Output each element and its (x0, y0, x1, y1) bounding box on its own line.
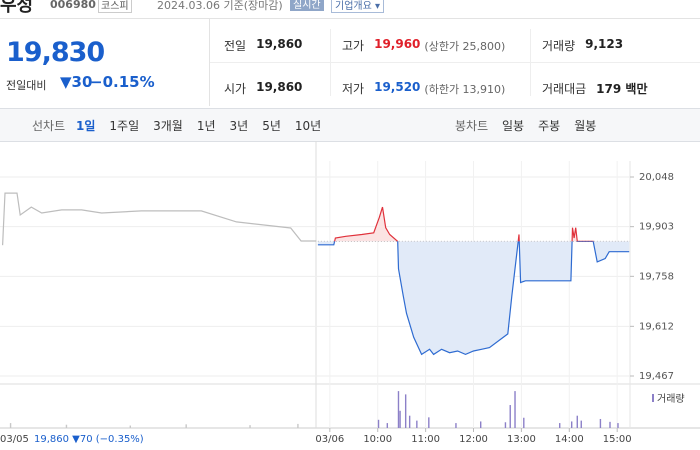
base-date: 2024.03.06 기준(장마감) (157, 0, 283, 12)
volume-bar (397, 391, 400, 428)
x-tick-label: 13:00 (507, 434, 536, 445)
quote-label: 시가 (224, 82, 247, 96)
quote-value: 19,960 (374, 37, 421, 51)
period-button[interactable]: 3개월 (153, 119, 183, 133)
candle-period-button[interactable]: 일봉 (502, 119, 525, 133)
volume-legend-swatch (652, 394, 654, 402)
y-tick-label: 19,612 (639, 321, 674, 332)
candle-period-button[interactable]: 주봉 (538, 119, 561, 133)
volume-bar (399, 410, 401, 428)
previous-day-line (2, 192, 317, 246)
period-button[interactable]: 1일 (76, 119, 96, 133)
volume-bar (404, 394, 407, 428)
stock-code: 006980 (50, 0, 96, 11)
y-tick-label: 19,903 (639, 222, 674, 233)
x-tick-label: 11:00 (411, 434, 440, 445)
volume-bar (129, 425, 132, 428)
y-tick-label: 20,048 (639, 172, 674, 183)
company-info-button[interactable]: 기업개요 ▾ (331, 0, 384, 13)
col-divider (330, 29, 331, 96)
quote-label: 저가 (342, 82, 365, 96)
volume-bar (386, 423, 389, 428)
volume-bar (559, 423, 561, 428)
volume-bar (617, 423, 619, 428)
volume-bar (9, 423, 12, 428)
volume-bar (576, 415, 578, 428)
quote-label: 전일 (224, 39, 247, 53)
line-above (333, 206, 594, 242)
readout-text: 19,860 ▼70 (−0.35%) (34, 434, 144, 445)
quote-label: 거래대금 (542, 82, 587, 96)
x-tick-label: 15:00 (603, 434, 632, 445)
col-divider (530, 29, 531, 96)
volume-bar (523, 417, 525, 428)
market-badge: 코스피 (98, 0, 132, 13)
volume-bar (479, 421, 482, 428)
change-rate: −0.15% (90, 73, 155, 91)
period-button[interactable]: 5년 (262, 119, 281, 133)
price-change: ▼30 (60, 73, 93, 91)
quote-value: 9,123 (585, 37, 624, 51)
x-tick-label: 14:00 (555, 434, 584, 445)
period-button[interactable]: 1년 (196, 119, 216, 133)
chart: 20,048 19,903 19,758 19,612 19,467 03/06 10:00… (0, 141, 700, 445)
candle-period-button[interactable]: 월봉 (574, 119, 597, 133)
y-tick-label: 19,467 (639, 371, 674, 382)
volume-bar (455, 423, 457, 428)
volume-bar (570, 421, 573, 428)
current-price: 19,830 (6, 37, 105, 68)
x-tick-label: 03/06 (315, 434, 344, 445)
volume-bar (428, 417, 430, 428)
stock-header: 우성 006980 코스피 2024.03.06 기준(장마감) 실시간 기업개… (0, 0, 700, 19)
quote-label: 거래량 (542, 39, 576, 53)
quote-value: 19,860 (256, 37, 303, 51)
period-button[interactable]: 1주일 (109, 119, 140, 133)
volume-legend: 거래량 (657, 393, 685, 405)
volume-bar (599, 418, 602, 428)
line-below (317, 241, 630, 356)
volume-bar (509, 405, 511, 428)
volume-bar (377, 419, 380, 428)
quote-value: 19,520 (374, 80, 421, 94)
candle-chart-label: 봉차트 (455, 119, 489, 133)
volume-bar (514, 391, 516, 428)
volume-bar (504, 422, 507, 428)
volume-bar (185, 424, 187, 428)
quote-table: 전일 19,860 고가 19,960 (상한가 25,800) 거래량 9,123 시가 19… (210, 19, 700, 106)
volume-bar (580, 420, 582, 428)
x-tick-label: 12:00 (459, 434, 488, 445)
area-below (317, 241, 630, 355)
price-box: 19,830 전일대비 ▼30 −0.15% (0, 19, 210, 106)
volume-bar (609, 421, 611, 428)
stock-name: 우성 (0, 0, 34, 16)
volume-bar (408, 415, 411, 428)
volume-bar (297, 423, 299, 428)
x-tick-label: 10:00 (363, 434, 392, 445)
volume-bar (249, 425, 251, 428)
volume-bar (416, 420, 418, 428)
y-tick-label: 19,758 (639, 271, 674, 282)
area-above (317, 207, 630, 242)
volume-bar (65, 424, 68, 428)
toolbar: 선차트 1일 1주일 3개월 1년 3년 5년 10년 봉차트 일봉 주봉 월봉 (0, 108, 700, 142)
period-button[interactable]: 3년 (229, 119, 249, 133)
realtime-button[interactable]: 실시간 (290, 0, 324, 11)
quote-value: 179 백만 (596, 82, 648, 96)
quote-label: 고가 (342, 39, 365, 53)
quote-note: (상한가 25,800) (424, 40, 506, 53)
line-chart-label: 선차트 (32, 119, 66, 133)
row-divider (210, 62, 700, 63)
readout-date: 03/05 (0, 434, 29, 445)
quote-value: 19,860 (256, 80, 303, 94)
change-label: 전일대비 (6, 79, 47, 92)
quote-note: (하한가 13,910) (424, 83, 506, 96)
period-button[interactable]: 10년 (294, 119, 322, 133)
